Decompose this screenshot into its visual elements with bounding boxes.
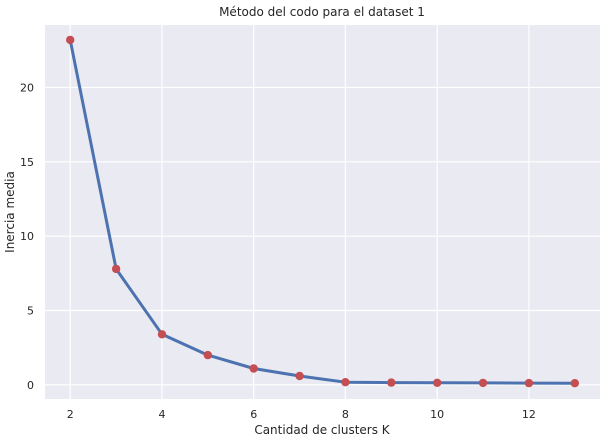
x-tick-labels: 2 4 6 8 10 12: [67, 408, 536, 421]
data-point: [157, 330, 167, 339]
x-axis-label: Cantidad de clusters K: [254, 423, 390, 437]
series-line: [68, 38, 577, 385]
data-point: [387, 378, 396, 387]
data-point: [341, 378, 350, 387]
chart-title: Método del codo para el dataset 1: [219, 5, 425, 19]
markers: [66, 35, 579, 388]
data-point: [249, 364, 258, 373]
y-axis-label: Inercia media: [3, 171, 17, 253]
data-point: [66, 35, 75, 45]
x-tick-label: 2: [67, 408, 74, 421]
y-tick-label: 10: [20, 230, 34, 243]
data-point: [433, 378, 442, 387]
y-tick-label: 0: [27, 379, 34, 392]
data-point: [570, 379, 579, 388]
y-tick-label: 5: [27, 305, 34, 318]
x-tick-label: 8: [342, 408, 349, 421]
data-point: [111, 264, 121, 274]
x-tick-label: 4: [158, 408, 165, 421]
plot-area: [45, 25, 600, 399]
x-tick-label: 12: [522, 408, 536, 421]
data-point: [524, 378, 534, 388]
y-tick-labels: 0 5 10 15 20: [20, 81, 34, 391]
y-tick-label: 20: [20, 81, 34, 94]
data-point: [295, 371, 304, 381]
x-tick-label: 10: [430, 408, 444, 421]
data-point: [203, 350, 212, 360]
x-tick-label: 6: [250, 408, 257, 421]
data-point: [478, 378, 488, 388]
series-line-group: [68, 38, 577, 385]
y-tick-label: 15: [20, 156, 34, 169]
grid-lines: [45, 25, 600, 399]
